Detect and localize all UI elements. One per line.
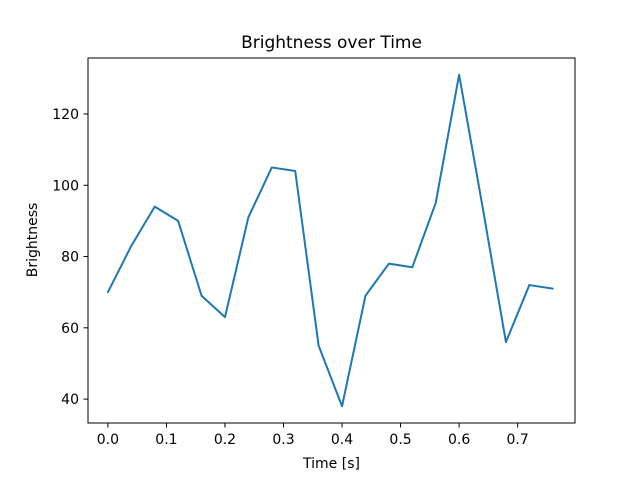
y-tick-label: 60 <box>61 321 79 337</box>
x-tick-label: 0.7 <box>507 432 529 448</box>
plot-border <box>87 57 576 424</box>
x-tick-label: 0.6 <box>448 432 470 448</box>
x-tick-label: 0.1 <box>155 432 177 448</box>
x-tick-label: 0.5 <box>389 432 411 448</box>
y-tick-label: 100 <box>52 178 79 194</box>
y-tick-label: 120 <box>52 107 79 123</box>
x-tick-label: 0.0 <box>97 432 119 448</box>
y-axis-label: Brightness <box>25 202 41 278</box>
chart-title: Brightness over Time <box>241 33 422 53</box>
y-tick-label: 40 <box>61 392 79 408</box>
x-tick-label: 0.2 <box>214 432 236 448</box>
x-axis-label: Time [s] <box>303 456 360 472</box>
x-tick-label: 0.3 <box>272 432 294 448</box>
series-line <box>106 73 554 408</box>
x-tick-label: 0.4 <box>331 432 353 448</box>
y-tick-label: 80 <box>61 250 79 266</box>
